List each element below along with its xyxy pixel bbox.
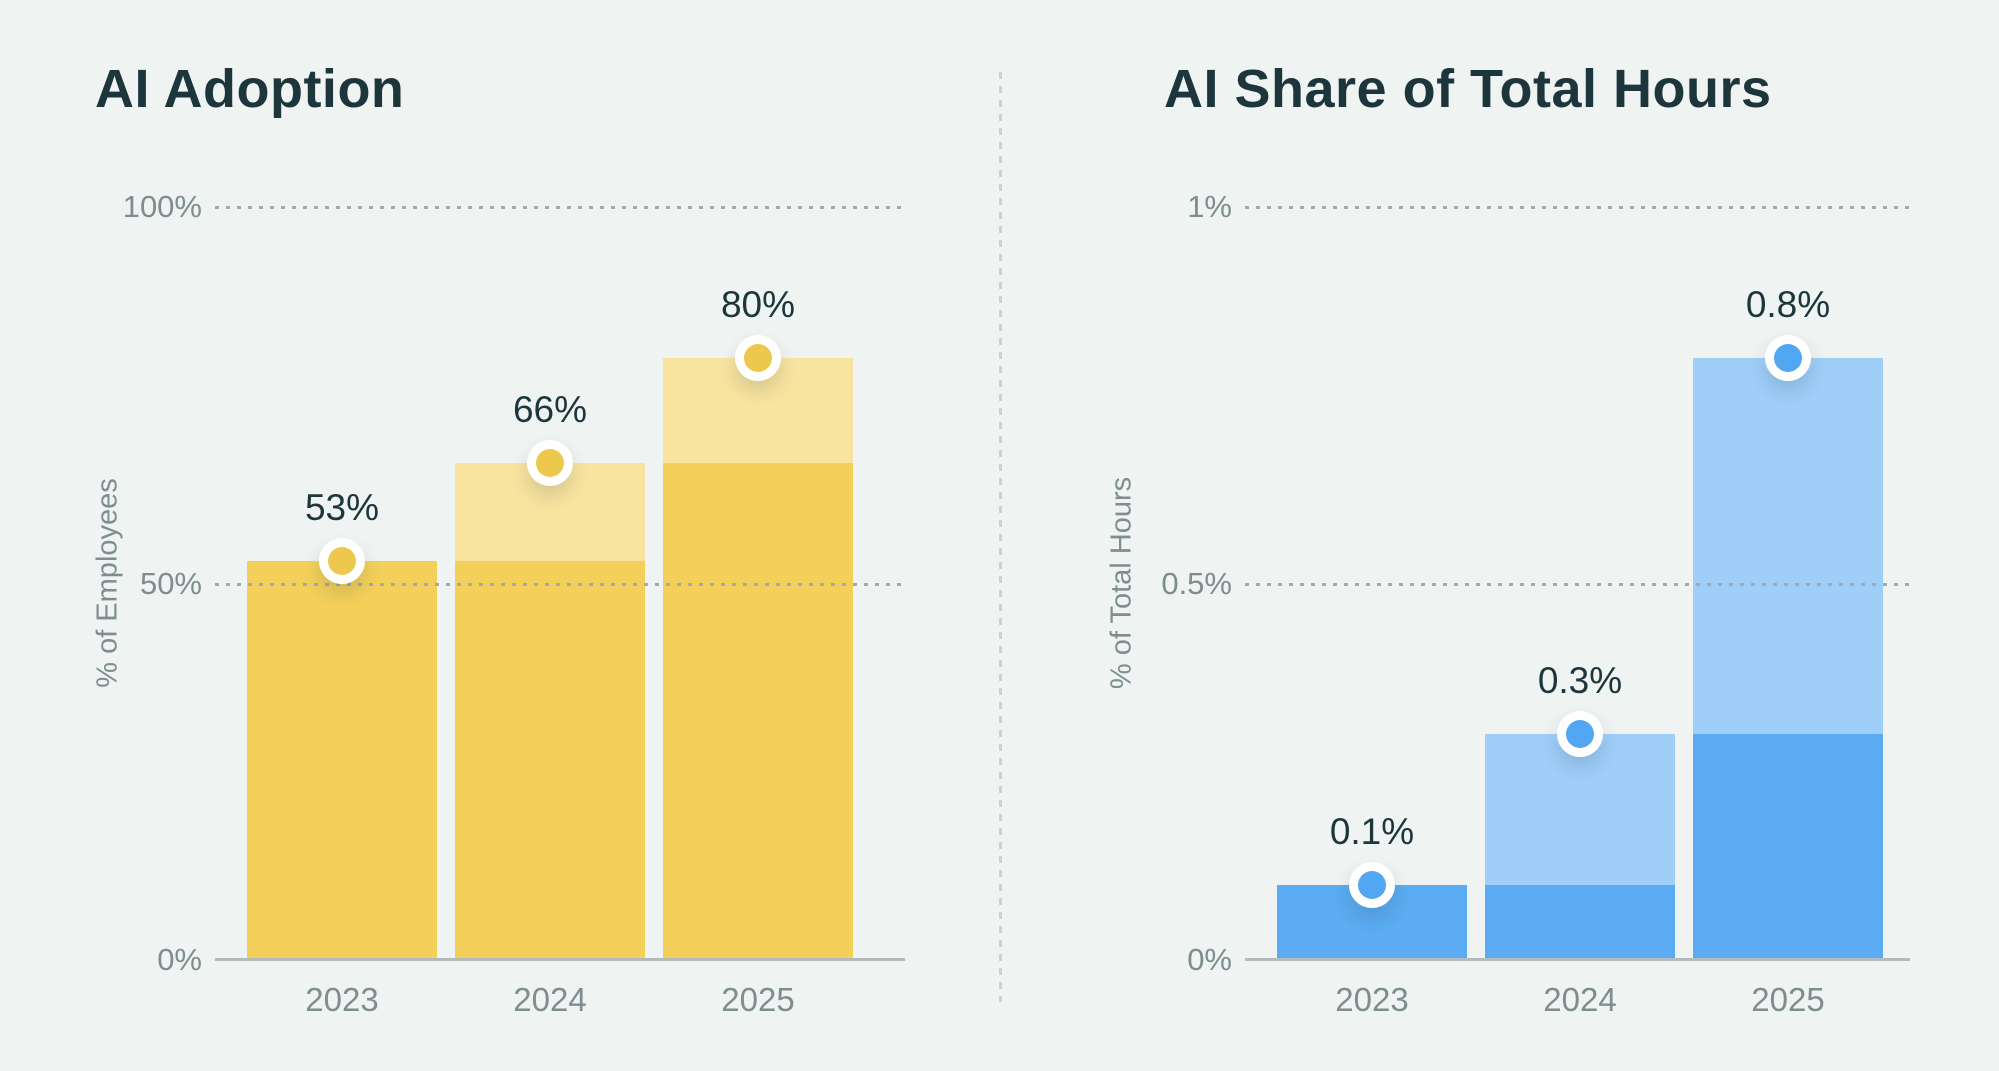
bar-base-segment — [663, 463, 853, 960]
x-axis-label: 2023 — [305, 981, 379, 1018]
marker-dot — [1765, 334, 1811, 381]
data-label: 0.1% — [1329, 810, 1415, 852]
x-axis-label: 2023 — [1335, 981, 1409, 1018]
x-axis-label: 2024 — [513, 981, 587, 1018]
marker-dot-fill — [1358, 870, 1386, 899]
data-label: 0.8% — [1745, 283, 1831, 325]
x-axis-baseline — [1245, 958, 1910, 961]
data-label: 80% — [720, 283, 796, 325]
y-tick-label: 0% — [1187, 942, 1232, 977]
marker-dot-fill — [1774, 343, 1802, 372]
bar — [247, 560, 437, 960]
marker-dot-fill — [1566, 720, 1594, 749]
bar-base-segment — [1693, 734, 1883, 960]
marker-dot — [1557, 711, 1603, 758]
y-tick-label: 0.5% — [1161, 565, 1232, 601]
marker-dot — [1349, 861, 1395, 908]
x-axis-label: 2025 — [1751, 981, 1825, 1018]
marker-dot — [319, 537, 365, 584]
x-axis-baseline — [215, 958, 905, 961]
chart-title: AI Share of Total Hours — [1164, 59, 1772, 119]
marker-dot-fill — [744, 343, 772, 372]
data-label: 0.3% — [1537, 660, 1623, 702]
marker-dot-fill — [328, 546, 356, 575]
gridline — [1245, 206, 1910, 209]
bar — [455, 463, 645, 960]
y-tick-label: 100% — [122, 189, 202, 224]
divider-dotted-line — [999, 72, 1002, 1002]
bar — [663, 357, 853, 960]
data-label: 66% — [512, 389, 588, 431]
y-tick-label: 1% — [1187, 189, 1232, 224]
bar-base-segment — [247, 560, 437, 960]
marker-dot — [527, 440, 573, 487]
bar — [1485, 734, 1675, 960]
y-tick-label: 0% — [157, 942, 202, 977]
bar-base-segment — [1485, 884, 1675, 960]
gridline — [215, 206, 905, 209]
bar-base-segment — [455, 560, 645, 960]
data-label: 53% — [304, 486, 380, 528]
chart-title: AI Adoption — [95, 59, 405, 119]
y-tick-label: 50% — [139, 565, 202, 601]
gridline — [215, 582, 905, 586]
bar — [1693, 357, 1883, 960]
marker-dot-fill — [536, 449, 564, 478]
x-axis-label: 2024 — [1543, 981, 1617, 1018]
gridline — [1245, 582, 1910, 586]
marker-dot — [735, 334, 781, 381]
x-axis-label: 2025 — [721, 981, 795, 1018]
